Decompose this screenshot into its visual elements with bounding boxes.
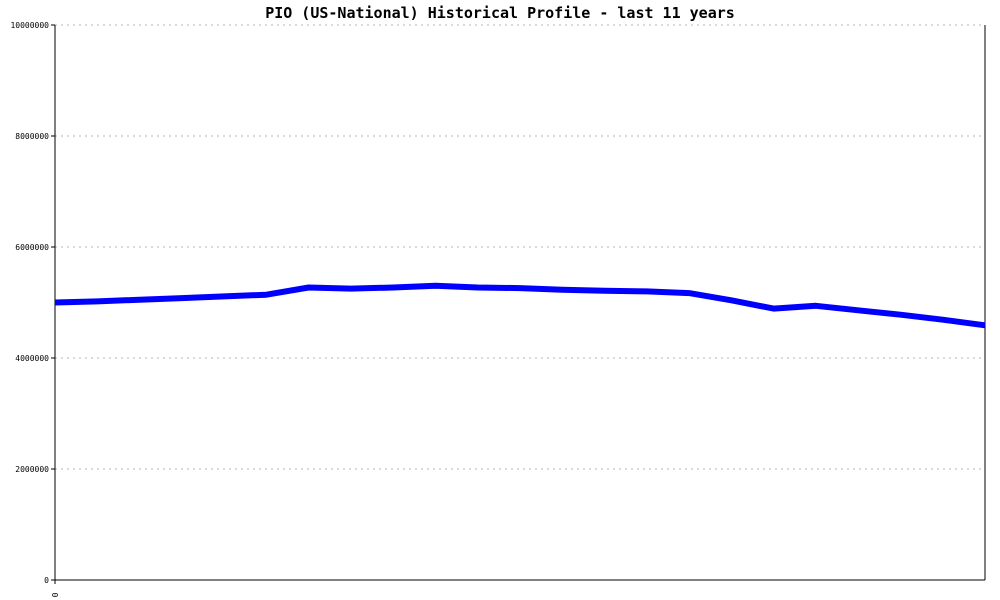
y-tick-label: 10000000 bbox=[10, 21, 49, 30]
y-tick-label: 6000000 bbox=[15, 243, 49, 252]
x-tick-label: 0 bbox=[51, 592, 60, 597]
y-tick-label: 0 bbox=[44, 576, 49, 585]
y-tick-label: 8000000 bbox=[15, 132, 49, 141]
x-tick-labels: 0 bbox=[51, 580, 60, 597]
series-group bbox=[54, 282, 986, 329]
y-tick-label: 2000000 bbox=[15, 465, 49, 474]
y-tick-label: 4000000 bbox=[15, 354, 49, 363]
grid-lines bbox=[55, 24, 985, 470]
y-tick-labels: 0 2000000 4000000 6000000 8000000 10000000 bbox=[10, 21, 55, 585]
series-line bbox=[54, 282, 986, 329]
axes bbox=[54, 25, 986, 581]
chart-title: PIO (US-National) Historical Profile - l… bbox=[265, 4, 735, 22]
